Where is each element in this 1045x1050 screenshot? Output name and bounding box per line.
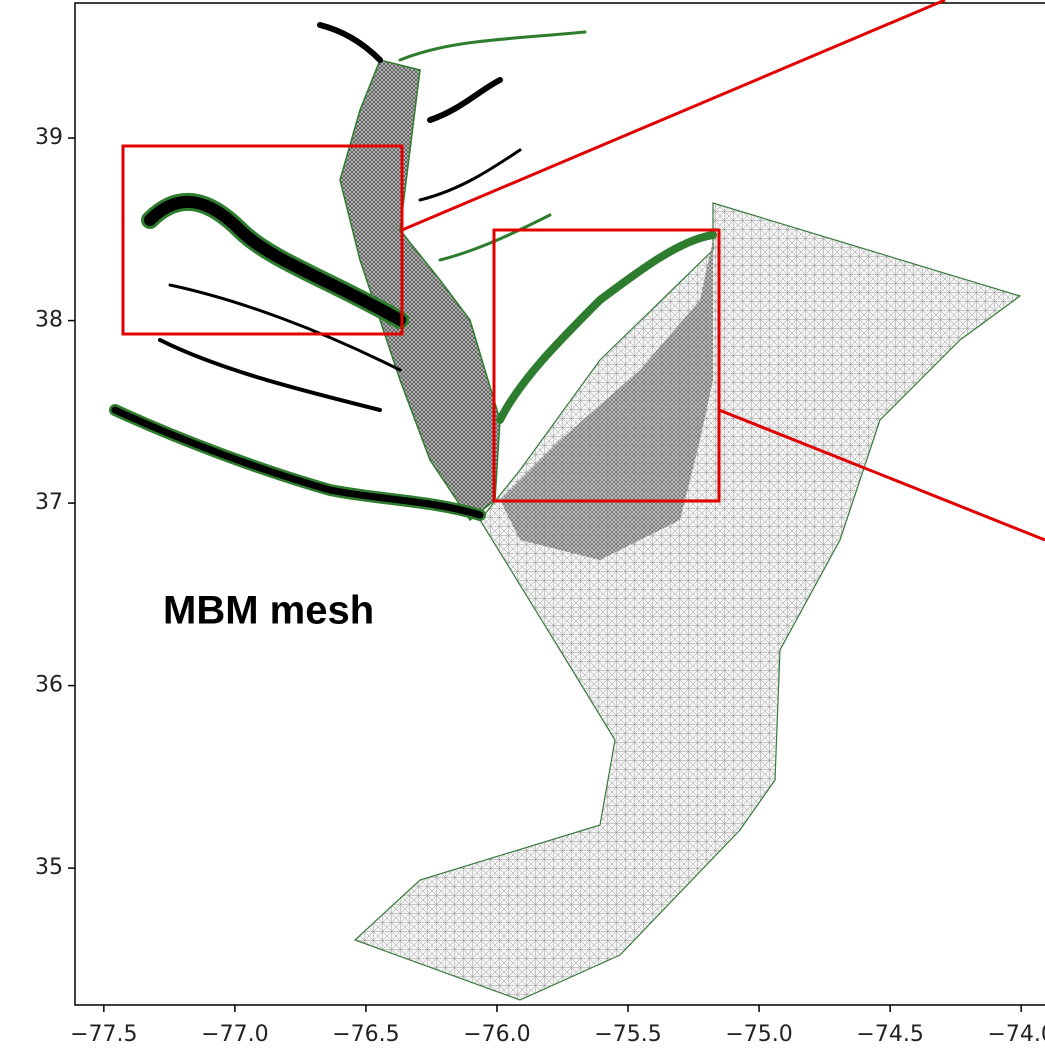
- x-tick-label: −77.5: [70, 1022, 137, 1047]
- y-tick-label: 37: [35, 490, 63, 515]
- y-tick-label: 36: [35, 673, 63, 698]
- y-tick-label: 39: [35, 125, 63, 150]
- bay-mesh: [340, 60, 500, 520]
- x-tick-label: −74.0: [987, 1022, 1045, 1047]
- annotation: MBM mesh: [163, 589, 374, 633]
- y-tick-label: 35: [35, 855, 63, 880]
- map-figure: MBM mesh −77.5 −77.0 −76.5 −76.0 −75.5 −75.0 −…: [0, 0, 1045, 1050]
- y-tick-label: 38: [35, 308, 63, 333]
- x-tick-label: −77.0: [201, 1022, 268, 1047]
- x-tick-label: −75.0: [725, 1022, 792, 1047]
- page: {"axes": { "xlim": [-77.61, -73.89], "yl…: [0, 0, 1045, 1050]
- x-tick-label: −74.5: [856, 1022, 923, 1047]
- x-tick-label: −76.0: [463, 1022, 530, 1047]
- x-tick-label: −76.5: [332, 1022, 399, 1047]
- x-tick-label: −75.5: [594, 1022, 661, 1047]
